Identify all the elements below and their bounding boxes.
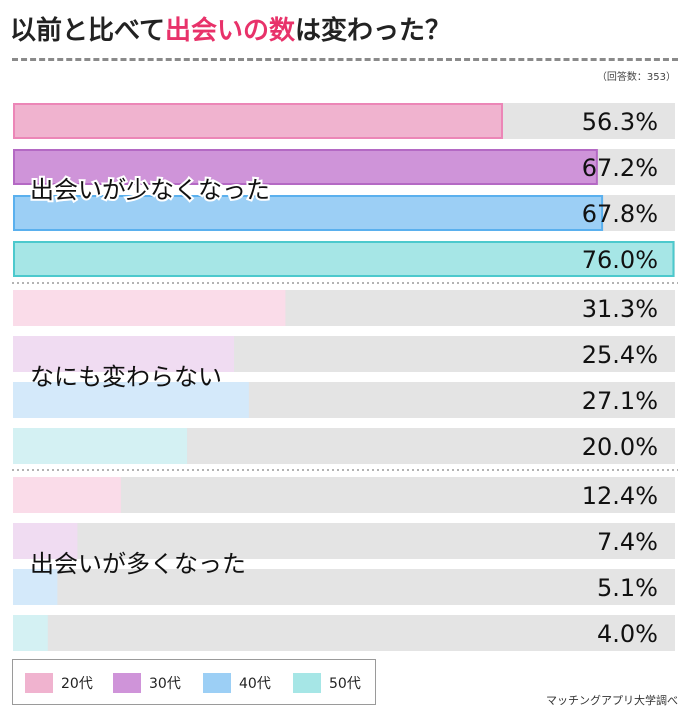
bar-chart: 56.3% 67.2% 67.8% 76.0% 出会いが少なくなった 31.3% 25.4%… bbox=[12, 103, 678, 651]
bar-track bbox=[13, 523, 675, 559]
bar-30s bbox=[13, 149, 598, 185]
value-label: 12.4% bbox=[582, 482, 658, 510]
bar-50s bbox=[13, 241, 675, 277]
group-label: 出会いが少なくなった bbox=[30, 176, 270, 204]
title-highlight: 出会いの数 bbox=[164, 16, 295, 46]
group-label: なにも変わらない bbox=[30, 363, 222, 391]
value-label: 25.4% bbox=[582, 341, 658, 369]
legend-item-20s: 20代 bbox=[25, 673, 93, 693]
legend-item-40s: 40代 bbox=[203, 673, 271, 693]
chart-title: 以前と比べて出会いの数は変わった？ bbox=[10, 10, 451, 47]
bar-track bbox=[13, 477, 675, 513]
bar-40s bbox=[13, 569, 58, 605]
value-label: 5.1% bbox=[597, 574, 658, 602]
value-label: 56.3% bbox=[582, 108, 658, 136]
value-label: 67.2% bbox=[582, 154, 658, 182]
legend-label-50s: 50代 bbox=[329, 676, 361, 692]
bar-40s bbox=[13, 195, 604, 231]
title-suffix: は変わった？ bbox=[294, 16, 451, 46]
legend-swatch-20s bbox=[25, 673, 53, 693]
legend-swatch-50s bbox=[293, 673, 321, 693]
bar-20s bbox=[13, 477, 121, 513]
bar-30s bbox=[13, 523, 78, 559]
bar-20s bbox=[13, 103, 503, 139]
value-label: 20.0% bbox=[582, 433, 658, 461]
bar-20s bbox=[13, 290, 286, 326]
legend-item-50s: 50代 bbox=[293, 673, 361, 693]
bar-30s bbox=[13, 336, 235, 372]
legend-item-30s: 30代 bbox=[113, 673, 181, 693]
legend: 20代 30代 40代 50代 bbox=[12, 659, 376, 705]
value-label: 76.0% bbox=[582, 246, 658, 274]
bar-40s bbox=[13, 382, 249, 418]
value-label: 27.1% bbox=[582, 387, 658, 415]
legend-label-20s: 20代 bbox=[61, 676, 93, 692]
value-label: 4.0% bbox=[597, 620, 658, 648]
value-label: 7.4% bbox=[597, 528, 658, 556]
bar-track bbox=[13, 569, 675, 605]
bar-50s bbox=[13, 428, 188, 464]
value-label: 31.3% bbox=[582, 295, 658, 323]
legend-swatch-40s bbox=[203, 673, 231, 693]
bar-track bbox=[13, 615, 675, 651]
title-divider bbox=[12, 58, 678, 61]
legend-label-30s: 30代 bbox=[149, 676, 181, 692]
title-prefix: 以前と比べて bbox=[10, 16, 165, 46]
legend-label-40s: 40代 bbox=[239, 676, 271, 692]
response-count-note: （回答数：353） bbox=[596, 72, 676, 83]
legend-swatch-30s bbox=[113, 673, 141, 693]
value-label: 67.8% bbox=[582, 200, 658, 228]
source-credit: マッチングアプリ大学調べ bbox=[546, 694, 678, 707]
group-label: 出会いが多くなった bbox=[30, 550, 246, 578]
bar-50s bbox=[13, 615, 48, 651]
